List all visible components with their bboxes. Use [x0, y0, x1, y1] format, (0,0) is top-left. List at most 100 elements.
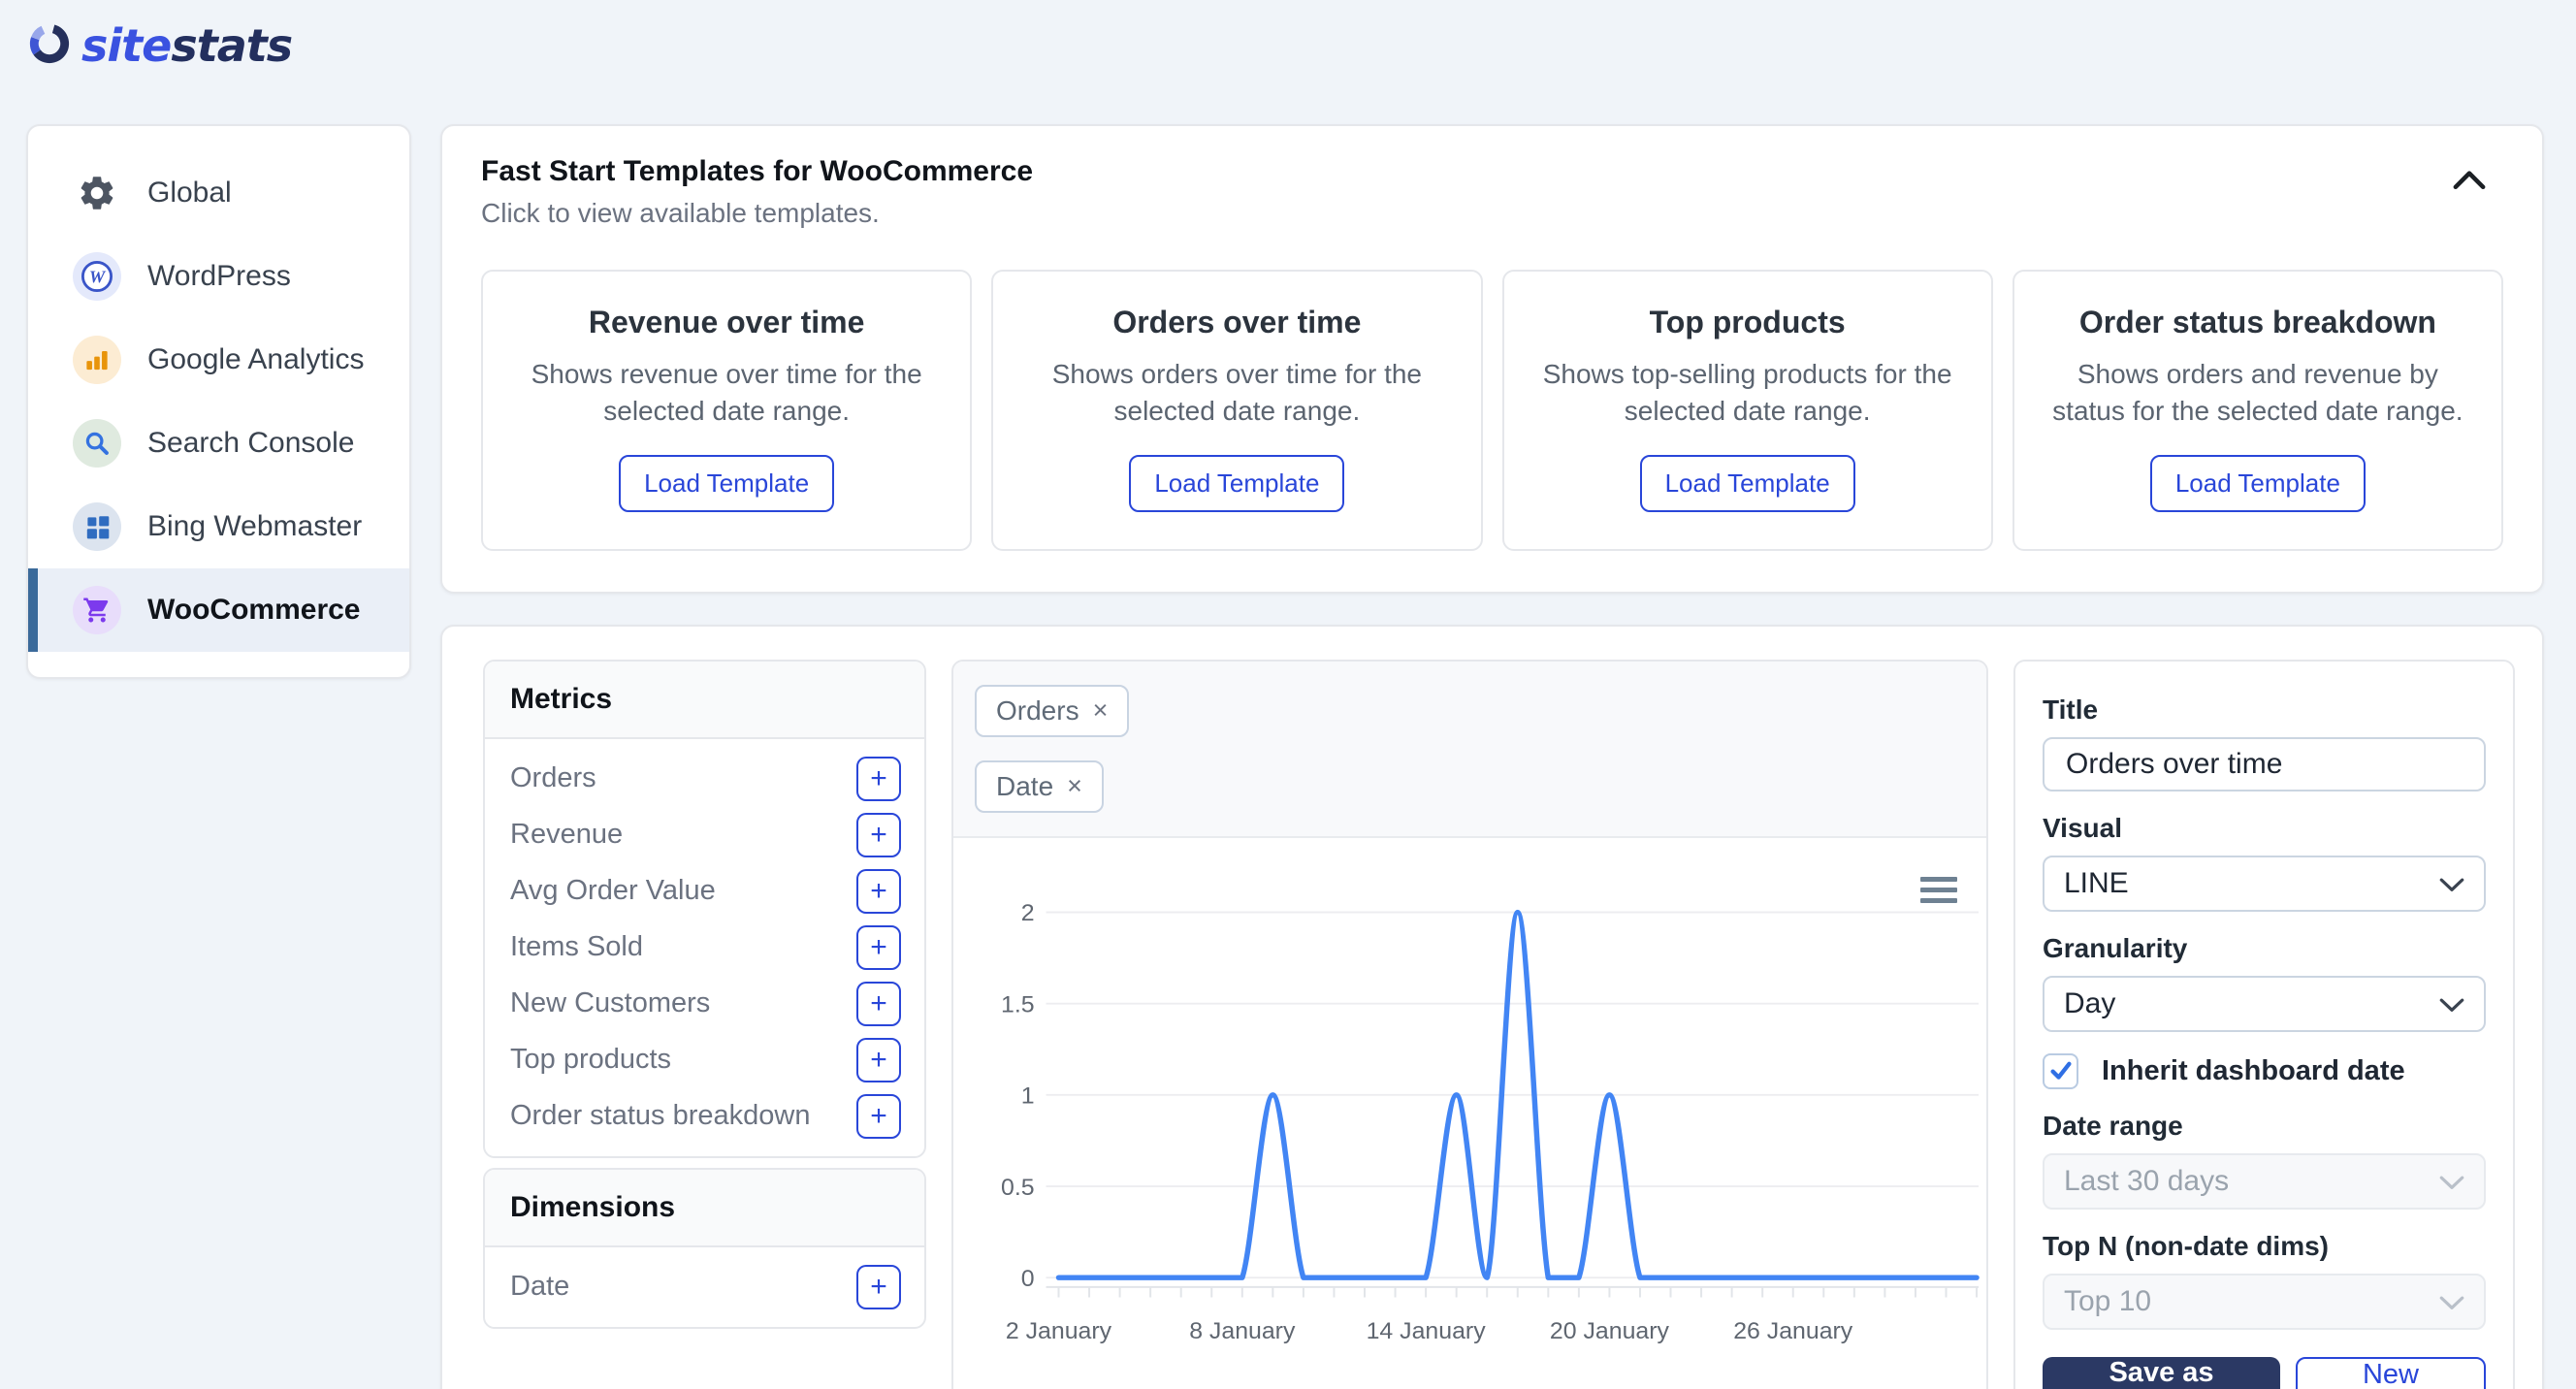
- metric-label: Items Sold: [510, 931, 643, 963]
- template-card-description: Shows orders and revenue by status for t…: [2052, 359, 2463, 426]
- load-template-button[interactable]: Load Template: [2149, 454, 2366, 512]
- top-n-label: Top N (non-date dims): [2043, 1230, 2329, 1261]
- sidebar-nav: Global W WordPress Google Analytics Sear…: [26, 124, 411, 679]
- template-card-description: Shows revenue over time for the selected…: [531, 359, 922, 426]
- date-range-select-value: Last 30 days: [2064, 1164, 2230, 1197]
- svg-text:26 January: 26 January: [1733, 1318, 1853, 1344]
- add-metric-button[interactable]: +: [856, 981, 901, 1026]
- module-config-panel: Title Visual LINE Granularity Day: [2013, 659, 2515, 1389]
- template-card-description: Shows top-selling products for the selec…: [1542, 359, 1952, 426]
- sidebar-item-google-analytics[interactable]: Google Analytics: [28, 318, 409, 402]
- chevron-down-icon: [2439, 1165, 2464, 1198]
- load-template-button[interactable]: Load Template: [1639, 454, 1855, 512]
- svg-text:0.5: 0.5: [1001, 1175, 1035, 1201]
- visual-select[interactable]: LINE: [2043, 855, 2486, 912]
- sidebar-item-global[interactable]: Global: [28, 151, 409, 235]
- chip-label: Date: [996, 770, 1054, 801]
- inherit-date-label: Inherit dashboard date: [2102, 1054, 2405, 1086]
- metric-label: Orders: [510, 762, 596, 794]
- metric-label: Top products: [510, 1044, 672, 1076]
- add-metric-button[interactable]: +: [856, 924, 901, 970]
- metrics-card: Metrics Orders + Revenue + Avg Order Val…: [483, 659, 926, 1158]
- chip-date[interactable]: Date ×: [975, 759, 1104, 813]
- template-card-orders-over-time: Orders over time Shows orders over time …: [991, 270, 1483, 551]
- title-input[interactable]: [2043, 736, 2486, 791]
- template-card-title: Revenue over time: [588, 305, 865, 339]
- template-card-description: Shows orders over time for the selected …: [1051, 359, 1423, 426]
- svg-text:W: W: [89, 268, 107, 287]
- chevron-down-icon: [2439, 987, 2464, 1020]
- config-actions: Save as Module New Module: [2043, 1356, 2486, 1389]
- add-metric-button[interactable]: +: [856, 756, 901, 801]
- search-icon: [73, 419, 121, 468]
- sidebar-item-woocommerce[interactable]: WooCommerce: [28, 568, 409, 652]
- save-as-module-button[interactable]: Save as Module: [2043, 1356, 2280, 1389]
- svg-text:1.5: 1.5: [1001, 991, 1035, 1018]
- svg-text:2: 2: [1021, 900, 1035, 926]
- metric-label: New Customers: [510, 987, 711, 1019]
- dimensions-list: Date +: [485, 1247, 924, 1327]
- load-template-button[interactable]: Load Template: [619, 454, 835, 512]
- granularity-label: Granularity: [2043, 932, 2188, 963]
- fast-start-templates-panel: Fast Start Templates for WooCommerce Cli…: [440, 124, 2544, 594]
- template-card-title: Orders over time: [1112, 305, 1362, 339]
- logo-wordmark: sitestats: [81, 19, 293, 72]
- sitestats-donut-icon: [27, 21, 72, 71]
- metric-row-items-sold: Items Sold +: [485, 920, 924, 976]
- templates-panel-subtitle: Click to view available templates.: [481, 198, 880, 228]
- template-card-revenue-over-time: Revenue over time Shows revenue over tim…: [481, 270, 973, 551]
- templates-panel-title: Fast Start Templates for WooCommerce: [481, 155, 1034, 187]
- add-metric-button[interactable]: +: [856, 1093, 901, 1139]
- add-metric-button[interactable]: +: [856, 1037, 901, 1082]
- svg-text:20 January: 20 January: [1550, 1318, 1670, 1344]
- dimensions-header: Dimensions: [485, 1169, 924, 1247]
- top-n-select-value: Top 10: [2064, 1284, 2152, 1317]
- template-card-top-products: Top products Shows top-selling products …: [1501, 270, 1993, 551]
- chip-orders[interactable]: Orders ×: [975, 684, 1130, 737]
- add-metric-button[interactable]: +: [856, 868, 901, 914]
- dimensions-card: Dimensions Date +: [483, 1167, 926, 1329]
- inherit-dashboard-date-row: Inherit dashboard date: [2043, 1052, 2486, 1089]
- metric-row-order-status-breakdown: Order status breakdown +: [485, 1088, 924, 1145]
- chevron-down-icon: [2439, 867, 2464, 900]
- svg-text:8 January: 8 January: [1189, 1318, 1296, 1344]
- svg-text:1: 1: [1021, 1082, 1035, 1109]
- svg-text:14 January: 14 January: [1367, 1318, 1487, 1344]
- inherit-date-checkbox[interactable]: [2043, 1052, 2078, 1089]
- chart-menu-icon[interactable]: [1920, 876, 1957, 903]
- granularity-select-value: Day: [2064, 986, 2116, 1019]
- bar-chart-icon: [73, 336, 121, 384]
- load-template-button[interactable]: Load Template: [1129, 454, 1345, 512]
- grid-squares-icon: [73, 502, 121, 551]
- metric-label: Avg Order Value: [510, 875, 716, 907]
- add-metric-button[interactable]: +: [856, 812, 901, 857]
- new-module-button[interactable]: New Module: [2296, 1356, 2486, 1389]
- metric-label: Order status breakdown: [510, 1100, 811, 1132]
- add-dimension-button[interactable]: +: [856, 1264, 901, 1309]
- metric-row-revenue: Revenue +: [485, 807, 924, 863]
- metric-row-orders: Orders +: [485, 751, 924, 807]
- sidebar-item-wordpress[interactable]: W WordPress: [28, 235, 409, 318]
- metric-row-avg-order-value: Avg Order Value +: [485, 863, 924, 920]
- sidebar-item-bing-webmaster[interactable]: Bing Webmaster: [28, 485, 409, 568]
- sidebar-item-label: Google Analytics: [147, 343, 365, 375]
- dimension-label: Date: [510, 1271, 570, 1303]
- chart-canvas-card: Orders × Date × 0 0.5 1 1.5 2 2 January 8 Janu…: [951, 659, 1988, 1389]
- remove-chip-icon[interactable]: ×: [1092, 695, 1109, 726]
- shopping-cart-icon: [73, 586, 121, 634]
- granularity-select[interactable]: Day: [2043, 975, 2486, 1032]
- sidebar-item-label: Global: [147, 177, 232, 209]
- chevron-down-icon: [2439, 1285, 2464, 1318]
- selected-fields-bar: Orders × Date ×: [953, 661, 1986, 838]
- template-cards-row: Revenue over time Shows revenue over tim…: [481, 270, 2503, 551]
- collapse-templates-button[interactable]: [2453, 169, 2486, 193]
- app-logo: sitestats: [27, 19, 293, 72]
- title-label: Title: [2043, 694, 2099, 725]
- sidebar-item-search-console[interactable]: Search Console: [28, 402, 409, 485]
- remove-chip-icon[interactable]: ×: [1067, 771, 1082, 801]
- chevron-up-icon: [2453, 171, 2486, 193]
- line-chart-plot: 0 0.5 1 1.5 2 2 January 8 January 14 January 20 …: [953, 838, 1986, 1389]
- dimension-row-date: Date +: [485, 1259, 924, 1315]
- visual-select-value: LINE: [2064, 866, 2129, 899]
- svg-text:2 January: 2 January: [1006, 1318, 1112, 1344]
